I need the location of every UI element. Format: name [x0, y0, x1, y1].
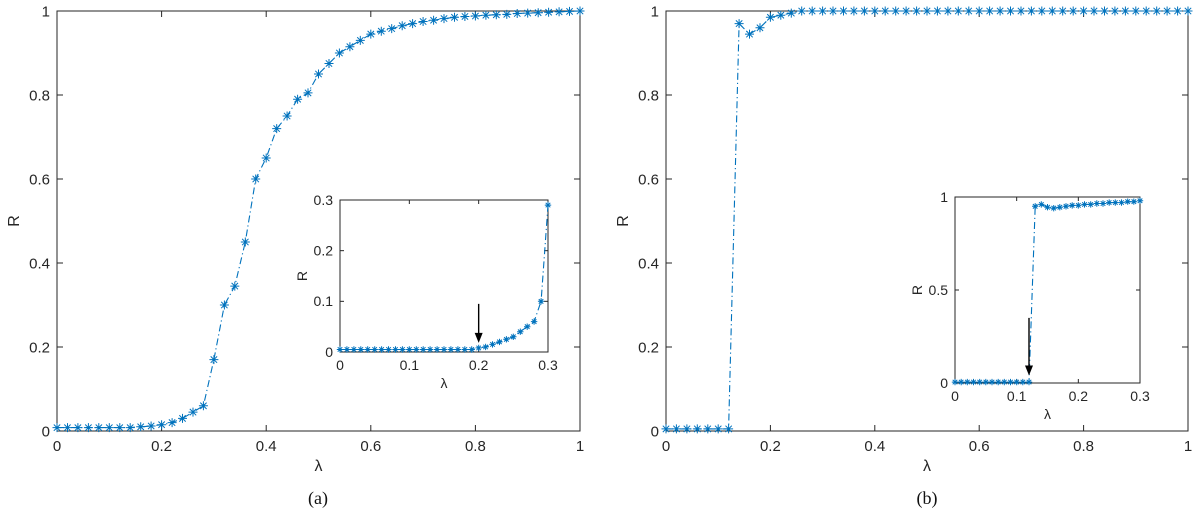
x-axis-label: λ — [441, 375, 448, 391]
x-tick-label: 0.2 — [469, 357, 489, 373]
plot-border — [339, 199, 549, 353]
plot-border — [954, 196, 1141, 384]
y-tick-label: 0.6 — [29, 171, 50, 188]
x-tick-label: 0.1 — [400, 357, 420, 373]
y-tick-label: 1 — [940, 189, 948, 205]
y-tick-label: 0 — [651, 423, 659, 440]
panel-b-inset: 0 0.1 0.2 0.3 0 0.5 1 λ R — [909, 189, 1150, 422]
y-axis-label: R — [294, 271, 310, 281]
y-tick-label: 0.5 — [929, 282, 949, 298]
x-tick-label: 0.3 — [1130, 388, 1150, 404]
annotation-arrow — [474, 303, 483, 343]
data-line — [340, 205, 549, 351]
y-tick-label: 0.2 — [638, 339, 659, 356]
y-tick-label: 0.4 — [29, 255, 50, 272]
panel-b-label: (b) — [916, 488, 938, 508]
plot-border — [56, 10, 581, 432]
y-axis-label: R — [909, 285, 925, 295]
x-tick-label: 0.1 — [1007, 388, 1027, 404]
x-tick-label: 0.8 — [1073, 438, 1094, 455]
y-tick-label: 0.8 — [638, 87, 659, 104]
data-markers — [951, 197, 1144, 386]
y-tick-label: 0.4 — [638, 255, 659, 272]
x-axis-label: λ — [315, 458, 323, 475]
annotation-arrow — [1025, 317, 1033, 376]
y-tick-label: 0.2 — [314, 243, 334, 259]
data-line — [955, 200, 1141, 383]
y-tick-label: 0 — [940, 375, 948, 391]
data-markers — [661, 6, 1193, 434]
y-tick-label: 0.3 — [314, 192, 334, 208]
axis-ticks — [665, 10, 1189, 432]
y-axis-label: R — [6, 215, 23, 227]
x-tick-label: 0 — [53, 438, 61, 455]
y-axis-label: R — [615, 215, 632, 227]
x-axis-label: λ — [1044, 406, 1051, 422]
panel-b-main: 0 0.2 0.4 0.6 0.8 1 0 0.2 0.4 0.6 0.8 1 λ R — [615, 3, 1193, 475]
x-tick-label: 0.3 — [538, 357, 558, 373]
panel-a-inset: 0 0.1 0.2 0.3 0 0.1 0.2 0.3 λ R — [294, 192, 558, 391]
x-tick-label: 0.2 — [151, 438, 172, 455]
panel-a-label: (a) — [308, 488, 328, 508]
data-line — [666, 10, 1188, 430]
y-tick-label: 0.2 — [29, 339, 50, 356]
panel-a-main: 0 0.2 0.4 0.6 0.8 1 0 0.2 0.4 0.6 0.8 1 λ R — [6, 3, 585, 475]
x-tick-label: 1 — [576, 438, 584, 455]
axis-ticks — [954, 196, 1141, 384]
x-tick-label: 1 — [1184, 438, 1192, 455]
x-tick-label: 0 — [336, 357, 344, 373]
y-tick-label: 0.6 — [638, 171, 659, 188]
x-tick-label: 0.2 — [760, 438, 781, 455]
x-tick-label: 0.6 — [969, 438, 990, 455]
data-markers — [336, 201, 552, 353]
y-tick-label: 1 — [42, 3, 50, 20]
x-tick-label: 0 — [662, 438, 670, 455]
y-tick-label: 0 — [325, 344, 333, 360]
x-axis-label: λ — [923, 458, 931, 475]
x-tick-label: 0.6 — [360, 438, 381, 455]
y-tick-label: 0 — [42, 423, 50, 440]
y-tick-label: 0.8 — [29, 87, 50, 104]
x-tick-label: 0.4 — [256, 438, 277, 455]
data-markers — [52, 6, 585, 433]
plot-border — [665, 10, 1189, 432]
x-tick-label: 0.4 — [864, 438, 885, 455]
y-tick-label: 1 — [651, 3, 659, 20]
x-tick-label: 0.2 — [1069, 388, 1089, 404]
x-tick-label: 0 — [951, 388, 959, 404]
x-tick-label: 0.8 — [465, 438, 486, 455]
axis-ticks — [339, 199, 549, 353]
y-tick-label: 0.1 — [314, 293, 334, 309]
